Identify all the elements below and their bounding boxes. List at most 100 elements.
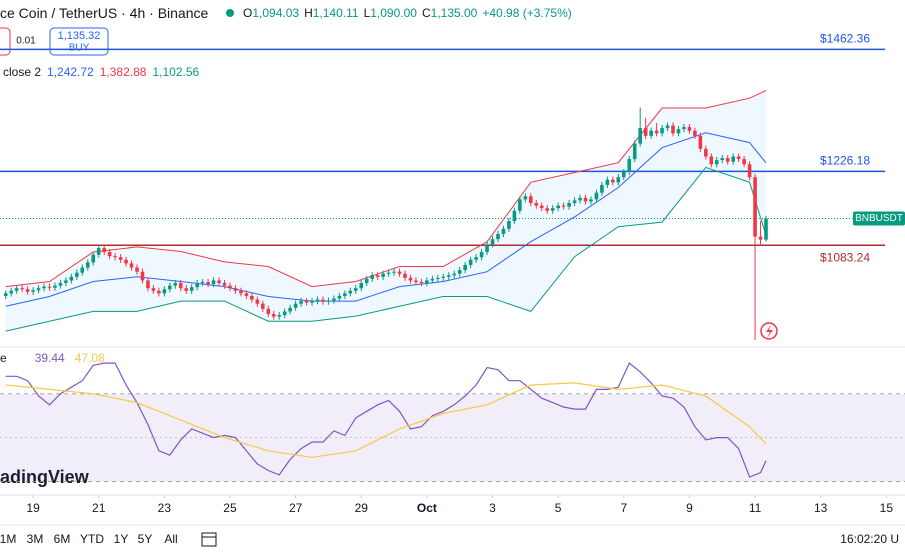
rsi-line xyxy=(5,382,767,458)
level-label: $1083.24 xyxy=(820,250,870,264)
legend-value: 1,242.72 xyxy=(47,65,94,79)
candle-body xyxy=(53,285,57,288)
candle-body xyxy=(162,289,167,294)
candle-body xyxy=(310,301,314,303)
candle-body xyxy=(282,311,287,316)
candle-body xyxy=(343,293,347,296)
status-dot xyxy=(226,9,234,17)
candle-body xyxy=(594,192,599,200)
candle-body xyxy=(496,233,500,240)
range-button[interactable]: 1Y xyxy=(114,532,129,546)
x-tick-label: 11 xyxy=(749,501,762,515)
rsi-line xyxy=(5,362,767,478)
candle-body xyxy=(693,130,697,136)
ohlc-key: H xyxy=(304,6,313,20)
candle-body xyxy=(228,285,232,289)
indicator-legend: close 2 1,242.72 1,382.88 1,102.56 xyxy=(3,65,200,79)
band-line xyxy=(5,166,767,332)
candle-body xyxy=(671,125,675,134)
candle-body xyxy=(534,202,539,206)
candle-body xyxy=(611,179,615,183)
candle-body xyxy=(222,283,227,286)
candle-body xyxy=(266,308,271,315)
candle-body xyxy=(764,218,768,240)
candle-body xyxy=(747,164,752,178)
candle-body xyxy=(441,276,446,278)
candle-body xyxy=(507,221,511,229)
candle-body xyxy=(359,283,364,289)
sell-button[interactable] xyxy=(0,27,11,56)
x-tick-label: 13 xyxy=(814,501,828,515)
legend-value: 47.08 xyxy=(75,351,105,365)
calendar-icon[interactable] xyxy=(201,532,217,547)
x-tick-label: 7 xyxy=(620,501,627,515)
range-button[interactable]: 5Y xyxy=(138,532,153,546)
clock: 16:02:20 U xyxy=(840,532,899,546)
candle-body xyxy=(113,256,117,258)
symbol: ce Coin / TetherUS · 4h · Binance xyxy=(0,5,209,21)
candle-body xyxy=(725,158,730,162)
candle-body xyxy=(381,273,385,277)
candle-body xyxy=(682,127,686,130)
candle-body xyxy=(14,288,19,291)
candle-body xyxy=(31,290,35,292)
header-line: ce Coin / TetherUS · 4h · Binance xyxy=(0,5,209,21)
candle-body xyxy=(375,275,380,277)
candle-body xyxy=(195,283,199,288)
alert-icon[interactable] xyxy=(760,322,778,340)
candle-body xyxy=(299,301,303,304)
candle-body xyxy=(102,247,106,253)
candle-body xyxy=(572,200,577,203)
candle-body xyxy=(189,287,194,291)
band-line xyxy=(5,90,767,288)
ohlc: O1,094.03 H1,140.11 L1,090.00 C1,135.00 +40.… xyxy=(243,6,572,20)
candle-body xyxy=(206,282,210,285)
level-label: $1226.18 xyxy=(820,154,870,168)
candle-body xyxy=(463,264,467,271)
range-button[interactable]: YTD xyxy=(80,532,104,546)
x-tick-label: 27 xyxy=(289,501,303,515)
candle-body xyxy=(430,278,435,281)
candle-body xyxy=(75,272,79,277)
candle-body xyxy=(518,199,522,211)
x-tick-label: 5 xyxy=(555,501,562,515)
range-button[interactable]: 3M xyxy=(27,532,44,546)
x-tick-label: 15 xyxy=(880,501,894,515)
buy-button[interactable] xyxy=(49,27,109,56)
candle-body xyxy=(277,315,282,317)
candle-body xyxy=(583,197,588,202)
candle-body xyxy=(96,247,101,255)
candle-body xyxy=(638,128,642,144)
candle-body xyxy=(239,290,243,294)
candle-body xyxy=(36,288,41,291)
candle-body xyxy=(704,148,708,157)
candle-body xyxy=(337,295,342,299)
candle-body xyxy=(91,254,96,263)
candle-body xyxy=(173,283,178,286)
band-fill xyxy=(5,90,766,332)
candle-body xyxy=(709,156,714,165)
candle-body xyxy=(140,271,145,281)
range-button[interactable]: All xyxy=(164,532,177,546)
legend-value: 39.44 xyxy=(35,351,65,365)
buy-label: BUY xyxy=(69,43,90,54)
candle-body xyxy=(720,158,725,161)
x-tick-label: 23 xyxy=(158,501,172,515)
candle-body xyxy=(600,184,604,193)
candle-body xyxy=(64,280,68,284)
range-button[interactable]: 1M xyxy=(0,532,16,546)
level-label: $1462.36 xyxy=(820,32,870,46)
candle-body xyxy=(512,210,517,222)
ohlc-value: 1,094.03 xyxy=(252,6,299,20)
candle-body xyxy=(474,257,478,260)
x-tick-label: Oct xyxy=(417,501,437,515)
candle-body xyxy=(42,286,46,289)
candle-body xyxy=(58,283,63,286)
candle-body xyxy=(621,172,626,178)
candle-body xyxy=(370,275,374,279)
range-button[interactable]: 6M xyxy=(54,532,71,546)
candle-body xyxy=(9,290,14,294)
candle-body xyxy=(3,293,8,296)
candle-body xyxy=(85,262,90,268)
candle-body xyxy=(660,128,664,134)
